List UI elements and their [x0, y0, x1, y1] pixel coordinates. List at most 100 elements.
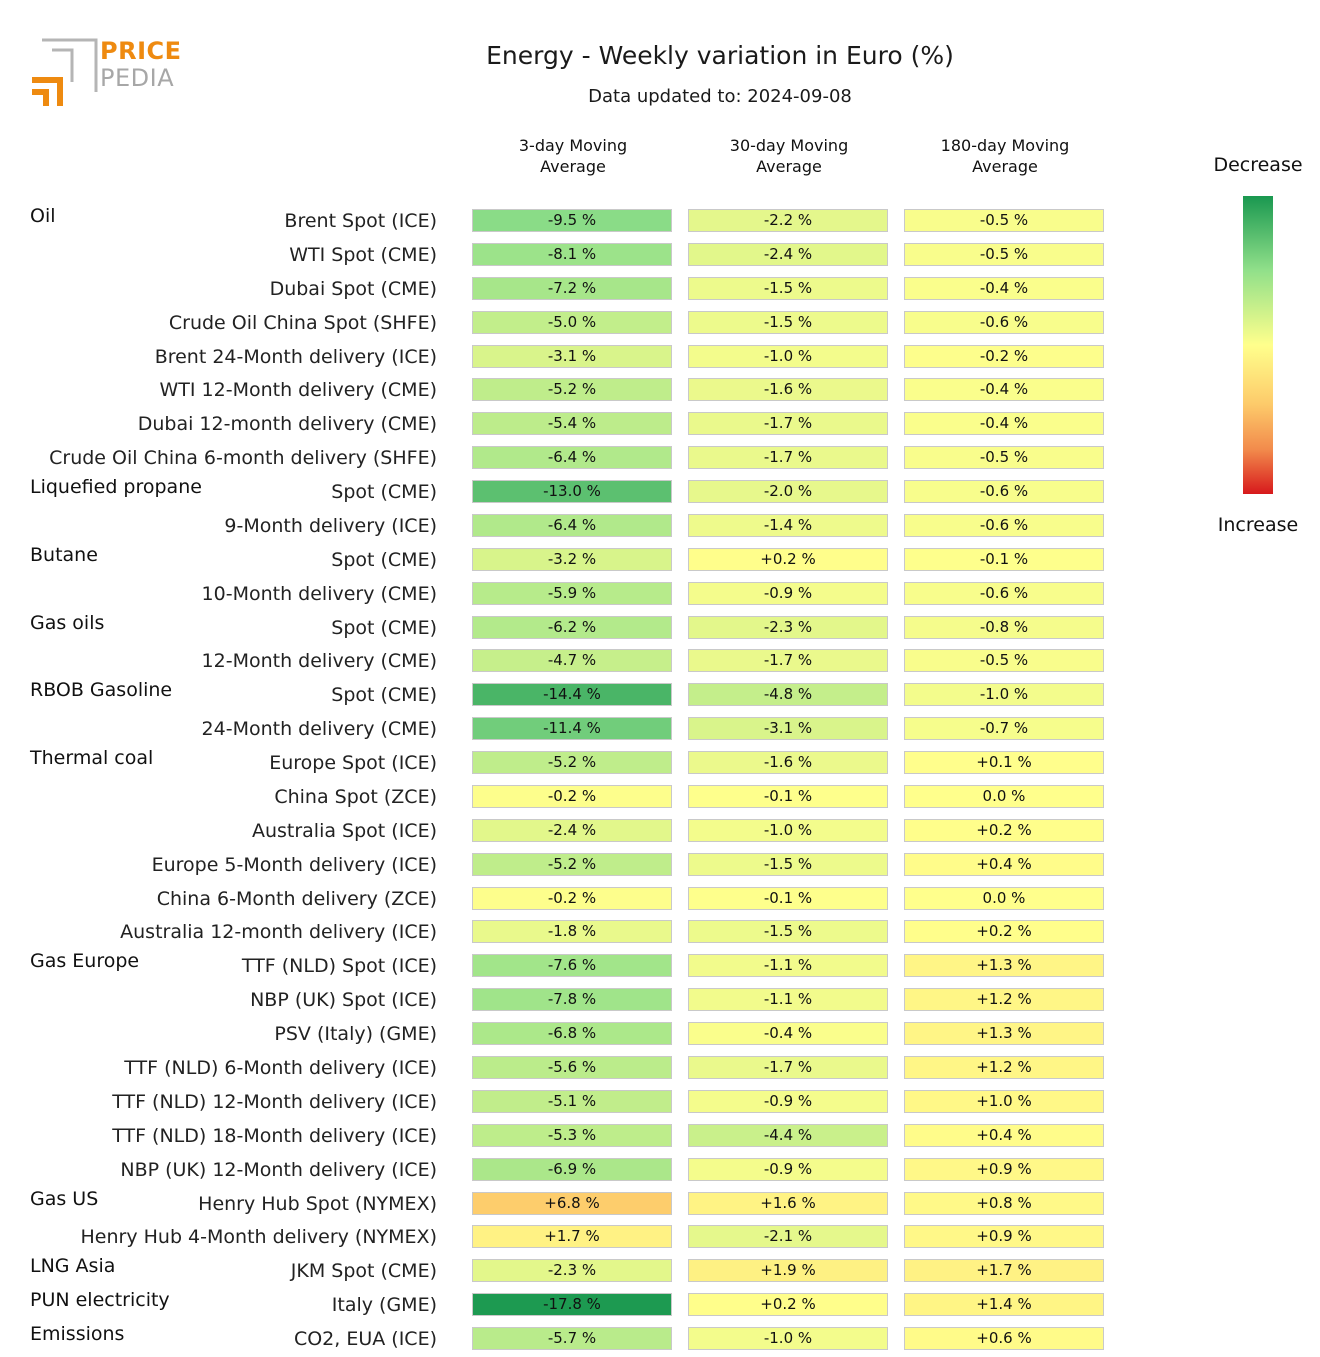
heatmap-cell: -1.5 % — [688, 276, 888, 300]
row-label: China Spot (ZCE) — [274, 785, 437, 808]
row-group-label: Butane — [30, 543, 98, 566]
row-label: Henry Hub Spot (NYMEX) — [198, 1192, 437, 1215]
heatmap-cell: -0.1 % — [904, 547, 1104, 571]
heatmap-cell: -0.7 % — [904, 717, 1104, 741]
heatmap-cell: -0.4 % — [904, 412, 1104, 436]
row-group-label: RBOB Gasoline — [30, 679, 173, 702]
heatmap-cell: -0.9 % — [688, 1157, 888, 1181]
heatmap-cell: -2.4 % — [472, 818, 672, 842]
heatmap-cell: -1.0 % — [904, 683, 1104, 707]
row-label: Spot (CME) — [331, 684, 437, 707]
row-label: Spot (CME) — [331, 548, 437, 571]
heatmap-cell: -5.4 % — [472, 412, 672, 436]
legend-increase-label: Increase — [1217, 514, 1299, 536]
heatmap-cell: -0.1 % — [688, 886, 888, 910]
row-label: TTF (NLD) 6-Month delivery (ICE) — [124, 1057, 437, 1079]
heatmap-cell: +1.7 % — [472, 1225, 672, 1249]
row-group-label: Oil — [30, 205, 56, 227]
heatmap-cell: -0.4 % — [904, 276, 1104, 300]
heatmap-cell: -11.4 % — [472, 717, 672, 741]
heatmap-cell: -0.5 % — [904, 649, 1104, 673]
heatmap-cell: -7.2 % — [472, 276, 672, 300]
heatmap-cell: -7.6 % — [472, 954, 672, 978]
heatmap-cell: -7.8 % — [472, 988, 672, 1012]
heatmap-cell: -2.2 % — [688, 209, 888, 232]
heatmap-cell: +0.2 % — [688, 547, 888, 571]
row-label: Brent Spot (ICE) — [284, 210, 437, 232]
logo-pedia-text: PEDIA — [100, 64, 175, 92]
heatmap-cell: -0.8 % — [904, 615, 1104, 639]
row-group-label: Gas US — [30, 1187, 99, 1210]
row-label: NBP (UK) Spot (ICE) — [250, 989, 437, 1012]
heatmap-cell: -5.3 % — [472, 1123, 672, 1147]
row-label: 10-Month delivery (CME) — [201, 582, 437, 605]
heatmap-cell: -3.1 % — [472, 344, 672, 368]
heatmap-cell: -1.4 % — [688, 513, 888, 537]
column-header-line: Average — [756, 157, 822, 176]
heatmap-cell: -9.5 % — [472, 209, 672, 232]
heatmap-cell: +1.3 % — [904, 1022, 1104, 1046]
heatmap-cell: -6.8 % — [472, 1022, 672, 1046]
row-label: TTF (NLD) 18-Month delivery (ICE) — [112, 1124, 437, 1147]
heatmap-cell: -0.1 % — [688, 784, 888, 808]
heatmap-cell: -1.1 % — [688, 954, 888, 978]
heatmap-cell: +1.2 % — [904, 1056, 1104, 1079]
heatmap-cell: +1.6 % — [688, 1191, 888, 1215]
row-label: TTF (NLD) 12-Month delivery (ICE) — [112, 1090, 437, 1113]
heatmap-cell: -1.6 % — [688, 378, 888, 402]
row-label: China 6-Month delivery (ZCE) — [156, 887, 437, 910]
heatmap-cell: -1.8 % — [472, 920, 672, 944]
row-label: NBP (UK) 12-Month delivery (ICE) — [120, 1158, 437, 1181]
row-label: Spot (CME) — [331, 616, 437, 639]
column-header-3day: 3-day Moving Average — [472, 135, 674, 177]
row-label: Crude Oil China Spot (SHFE) — [168, 311, 437, 334]
heatmap-cell: -0.6 % — [904, 513, 1104, 537]
heatmap-cell: -5.1 % — [472, 1089, 672, 1113]
heatmap-cell: -2.3 % — [688, 615, 888, 639]
column-header-30day: 30-day Moving Average — [688, 135, 890, 177]
heatmap-cell: -1.7 % — [688, 649, 888, 673]
row-label: 9-Month delivery (ICE) — [224, 514, 437, 537]
heatmap-cell: -0.2 % — [472, 784, 672, 808]
column-header-line: 30-day Moving — [729, 136, 849, 155]
heatmap-cell: -5.0 % — [472, 310, 672, 334]
chart-subtitle: Data updated to: 2024-09-08 — [588, 86, 852, 107]
row-group-label: Gas Europe — [30, 950, 140, 973]
heatmap-cell: -1.7 % — [688, 1056, 888, 1079]
column-header-line: 180-day Moving — [940, 136, 1070, 155]
heatmap-cell: +0.6 % — [904, 1327, 1104, 1351]
column-header-line: Average — [972, 157, 1038, 176]
heatmap-cell: +1.2 % — [904, 988, 1104, 1012]
heatmap-cell: +0.2 % — [904, 818, 1104, 842]
heatmap-cell: +0.8 % — [904, 1191, 1104, 1215]
row-label: Spot (CME) — [331, 481, 437, 504]
row-label: Dubai 12-month delivery (CME) — [137, 413, 437, 436]
row-group-label: Emissions — [30, 1323, 125, 1346]
row-label: Europe 5-Month delivery (ICE) — [151, 853, 437, 876]
heatmap-cell: -1.5 % — [688, 920, 888, 944]
heatmap-cell: +0.2 % — [688, 1293, 888, 1317]
heatmap-cell: -0.6 % — [904, 581, 1104, 605]
heatmap-cell: -0.5 % — [904, 446, 1104, 470]
row-group-label: PUN electricity — [30, 1289, 170, 1312]
heatmap-cell: -0.6 % — [904, 480, 1104, 504]
row-label: PSV (Italy) (GME) — [274, 1023, 437, 1046]
heatmap-cell: -0.4 % — [904, 378, 1104, 402]
heatmap-cell: -2.4 % — [688, 242, 888, 266]
row-label: Australia Spot (ICE) — [251, 819, 437, 842]
heatmap-cell: -0.6 % — [904, 310, 1104, 334]
heatmap-cell: -1.5 % — [688, 310, 888, 334]
row-label: Europe Spot (ICE) — [269, 752, 437, 775]
heatmap-cell: -2.3 % — [472, 1259, 672, 1283]
heatmap-cell: -1.0 % — [688, 1327, 888, 1351]
heatmap-cell: +0.9 % — [904, 1225, 1104, 1249]
heatmap-cell: -5.9 % — [472, 581, 672, 605]
heatmap-cell: +0.4 % — [904, 1123, 1104, 1147]
heatmap-cell: -0.5 % — [904, 242, 1104, 266]
row-group-label: Gas oils — [30, 611, 105, 634]
heatmap-cell: -17.8 % — [472, 1293, 672, 1317]
heatmap-cell: -4.4 % — [688, 1123, 888, 1147]
heatmap-cell: -6.9 % — [472, 1157, 672, 1181]
row-label: Crude Oil China 6-month delivery (SHFE) — [49, 447, 437, 470]
heatmap-cell: +0.4 % — [904, 852, 1104, 876]
